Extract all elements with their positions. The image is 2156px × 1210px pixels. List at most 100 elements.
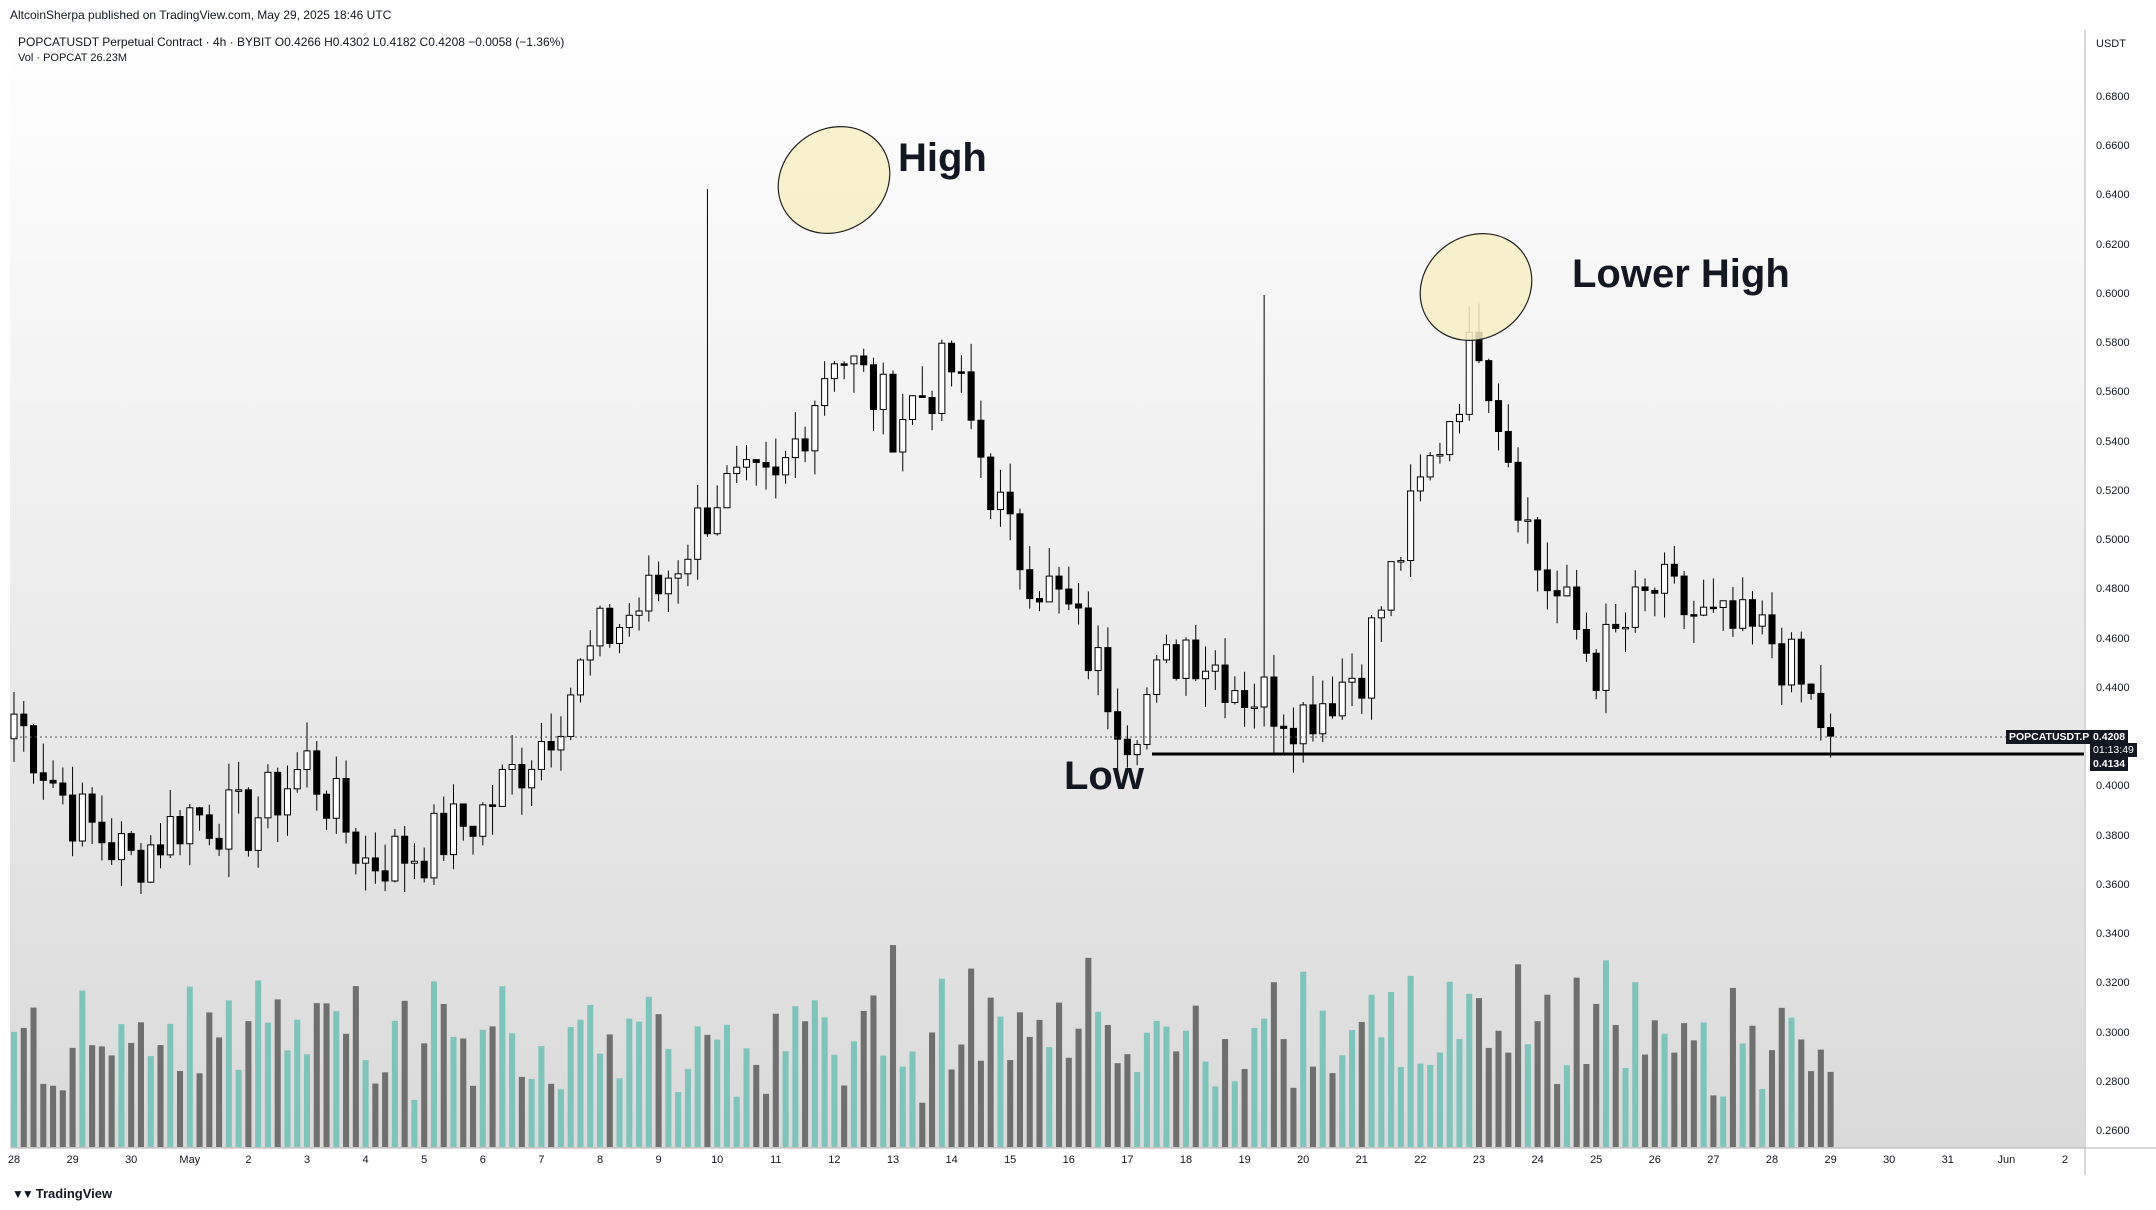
candle-down	[489, 804, 497, 807]
volume-bar-up	[391, 1020, 398, 1147]
volume-bar-down	[1651, 1020, 1658, 1147]
volume-bar-up	[557, 1089, 564, 1147]
price-tick-label: 0.4800	[2096, 583, 2130, 596]
time-tick-label: 24	[1531, 1154, 1544, 1166]
volume-bar-down	[1778, 1007, 1785, 1147]
time-tick-label: 3	[303, 1154, 311, 1166]
volume-bar-down	[1681, 1023, 1688, 1147]
volume-bar-up	[997, 1016, 1004, 1147]
volume-bar-down	[763, 1093, 770, 1147]
volume-bar-down	[352, 986, 359, 1147]
price-tick-label: 0.3400	[2096, 928, 2130, 941]
candle-down	[1016, 513, 1024, 571]
candle-up	[1416, 476, 1424, 492]
volume-bar-up	[577, 1019, 584, 1147]
candle-down	[1827, 727, 1835, 737]
candle-up	[996, 491, 1004, 511]
volume-bar-down	[1729, 987, 1736, 1147]
volume-bar-down	[518, 1076, 525, 1147]
candle-down	[420, 860, 428, 879]
candle-up	[1631, 586, 1639, 628]
candle-up	[1368, 617, 1376, 699]
volume-bar-down	[1124, 1054, 1131, 1147]
volume-bar-up	[684, 1069, 691, 1147]
candle-up	[567, 694, 575, 737]
candle-up	[10, 713, 18, 740]
volume-bar-up	[1388, 992, 1395, 1147]
candle-down	[1192, 639, 1200, 680]
volume-bar-up	[538, 1046, 545, 1147]
candle-down	[1748, 599, 1756, 627]
candle-down	[1573, 586, 1581, 630]
volume-bar-up	[235, 1069, 242, 1147]
volume-bar-down	[137, 1022, 144, 1147]
volume-bar-down	[1329, 1073, 1336, 1147]
volume-bar-up	[1378, 1037, 1385, 1147]
lower-high-highlight	[1419, 232, 1533, 342]
candle-up	[293, 769, 301, 790]
candle-up	[1348, 677, 1356, 683]
volume-bar-up	[1563, 1065, 1570, 1147]
candle-down	[274, 771, 282, 816]
candle-down	[137, 849, 145, 883]
volume-bar-up	[1407, 975, 1414, 1147]
volume-bar-down	[128, 1042, 135, 1147]
price-tick-label: 0.3000	[2096, 1026, 2130, 1039]
volume-bar-down	[40, 1083, 47, 1147]
time-tick-label: 20	[1297, 1154, 1310, 1166]
candle-up	[528, 768, 536, 789]
volume-bar-up	[479, 1029, 486, 1147]
time-tick-label: 9	[655, 1154, 662, 1166]
volume-bar-down	[59, 1090, 66, 1147]
volume-bar-down	[1065, 1057, 1072, 1147]
volume-bar-down	[958, 1044, 965, 1147]
volume-bar-down	[772, 1013, 779, 1147]
price-tick-label: 0.5800	[2096, 337, 2130, 350]
candle-up	[1739, 599, 1747, 629]
candle-down	[1035, 598, 1044, 603]
volume-bar-up	[225, 1000, 232, 1147]
volume-bar-up	[1319, 1010, 1326, 1147]
volume-bar-up	[1759, 1088, 1766, 1147]
footer-brand: TradingView	[35, 1186, 113, 1201]
candle-up	[596, 607, 604, 647]
candle-up	[1446, 421, 1454, 456]
volume-bar-up	[1251, 1027, 1258, 1147]
candle-down	[1553, 590, 1561, 597]
candle-up	[303, 750, 311, 771]
candle-down	[1534, 519, 1542, 571]
candle-up	[1426, 455, 1434, 478]
price-tick-label: 0.4000	[2096, 780, 2130, 793]
price-tick-label: 0.6200	[2096, 238, 2130, 251]
candle-down	[948, 342, 956, 373]
candle-up	[254, 817, 262, 851]
candle-down	[205, 814, 213, 839]
time-tick-label: 29	[66, 1154, 79, 1166]
volume-bar-down	[20, 1027, 27, 1147]
candle-up	[586, 645, 594, 661]
candle-down	[1123, 738, 1131, 756]
candle-up	[1524, 519, 1532, 522]
candle-up	[235, 789, 243, 792]
volume-bar-up	[284, 1050, 291, 1147]
time-tick-label: 29	[1824, 1154, 1837, 1166]
volume-bar-down	[753, 1064, 760, 1147]
volume-bar-up	[1622, 1068, 1629, 1147]
volume-bar-down	[1749, 1025, 1756, 1147]
volume-bar-down	[108, 1055, 115, 1147]
volume-bar-down	[98, 1046, 105, 1147]
currency-label: USDT	[2096, 38, 2126, 50]
volume-bar-down	[1056, 1002, 1063, 1147]
volume-bar-up	[264, 1022, 271, 1147]
volume-bar-up	[1661, 1033, 1668, 1147]
candle-down	[1582, 628, 1590, 654]
volume-bar-up	[1466, 993, 1473, 1147]
candle-up	[430, 812, 438, 879]
candle-down	[1075, 603, 1083, 609]
price-tick-label: 0.5600	[2096, 386, 2130, 399]
volume-bar-up	[1212, 1086, 1219, 1147]
volume-bar-down	[216, 1037, 223, 1147]
candle-down	[1358, 677, 1366, 699]
time-tick-label: 19	[1238, 1154, 1251, 1166]
